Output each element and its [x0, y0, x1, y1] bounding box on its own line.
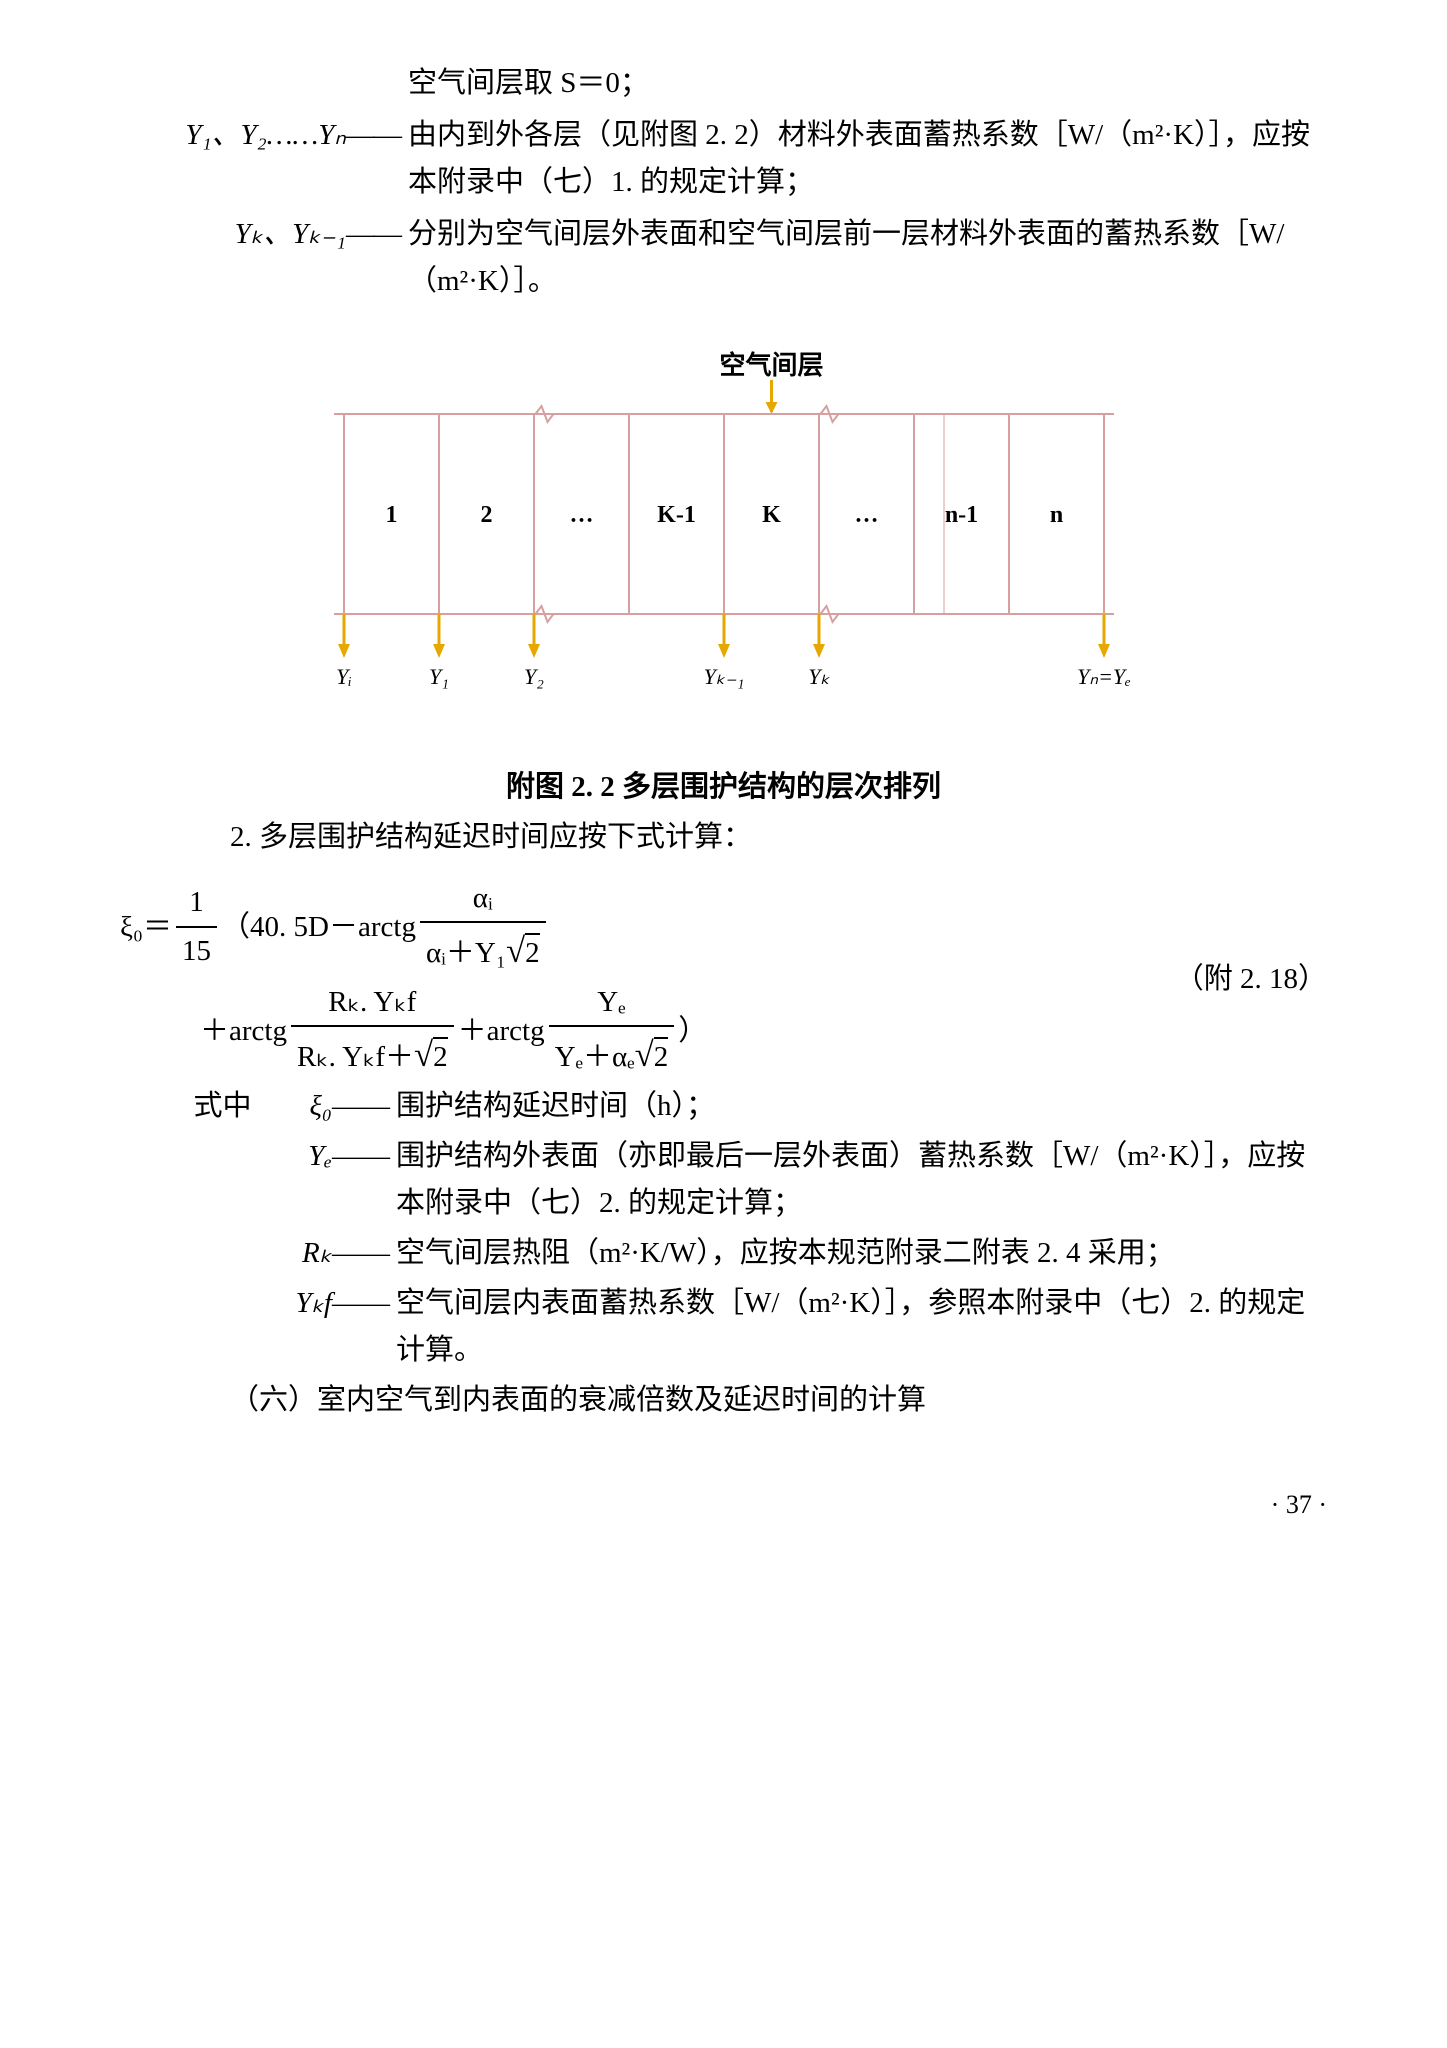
formula-2-18: ξ₀＝ 1 15 （40. 5D－arctg αᵢ αᵢ＋Y₁√2 ＋arctg… — [120, 875, 1327, 1083]
section-2-line: 2. 多层围护结构延迟时间应按下式计算： — [120, 814, 1327, 860]
def1-term-1: Yₖ、Yₖ₋₁—— — [120, 211, 408, 304]
svg-text:n: n — [1049, 502, 1062, 528]
section-6-line: （六）室内空气到内表面的衰减倍数及延迟时间的计算 — [120, 1377, 1327, 1423]
def2-body-1: 围护结构外表面（亦即最后一层外表面）蓄热系数［W/（m²·K）］，应按本附录中（… — [396, 1133, 1327, 1226]
formula-ref: （附 2. 18） — [1147, 956, 1327, 1002]
plus-arctg-2: ＋arctg — [458, 1008, 545, 1054]
svg-text:…: … — [854, 502, 878, 528]
frac2-den-a: αᵢ＋Y₁ — [426, 937, 506, 969]
frac4-num: Yₑ — [549, 979, 675, 1027]
sqrt2-c: 2 — [654, 1037, 669, 1073]
svg-text:…: … — [569, 502, 593, 528]
frac1-num: 1 — [176, 879, 217, 927]
page-number: · 37 · — [120, 1484, 1327, 1526]
frac2-num: αᵢ — [420, 875, 546, 923]
svg-text:空气间层: 空气间层 — [719, 350, 823, 380]
svg-text:1: 1 — [385, 502, 397, 528]
plus-arctg-1: ＋arctg — [200, 1008, 287, 1054]
formula-open: （40. 5D－arctg — [221, 904, 416, 950]
def2-term-1: Yₑ—— — [120, 1133, 396, 1226]
blank-term — [120, 60, 408, 106]
svg-text:Yᵢ: Yᵢ — [336, 664, 352, 689]
formula-lead: ξ₀＝ — [120, 904, 172, 950]
svg-text:K-1: K-1 — [657, 502, 696, 528]
svg-text:K: K — [762, 502, 781, 528]
svg-text:2: 2 — [480, 502, 492, 528]
frac3-num: Rₖ. Yₖf — [291, 979, 454, 1027]
svg-text:Y₁: Y₁ — [429, 664, 449, 689]
def2-body-0: 围护结构延迟时间（h）； — [396, 1083, 1327, 1129]
def1-body-1: 分别为空气间层外表面和空气间层前一层材料外表面的蓄热系数［W/（m²·K）］。 — [408, 211, 1327, 304]
def1-body-0: 由内到外各层（见附图 2. 2）材料外表面蓄热系数［W/（m²·K）］，应按本附… — [408, 112, 1327, 205]
diagram-caption: 附图 2. 2 多层围护结构的层次排列 — [120, 764, 1327, 810]
def2-body-3: 空气间层内表面蓄热系数［W/（m²·K）］，参照本附录中（七）2. 的规定计算。 — [396, 1280, 1327, 1373]
svg-text:Yₖ₋₁: Yₖ₋₁ — [703, 664, 744, 689]
frac3-den-a: Rₖ. Yₖf＋ — [297, 1041, 414, 1073]
sqrt2-a: 2 — [525, 933, 540, 969]
def2-term-3: Yₖf—— — [120, 1280, 396, 1373]
svg-text:Y₂: Y₂ — [524, 664, 544, 689]
def2-term-0: 式中 ξ₀—— — [120, 1083, 396, 1129]
svg-text:Yₖ: Yₖ — [808, 664, 830, 689]
svg-text:n-1: n-1 — [944, 502, 977, 528]
formula-close: ） — [678, 1008, 707, 1054]
diagram-2-2: 空气间层 1 2 … K-1 K … n-1 n Yᵢ Y₁ Y₂ Yₖ₋₁ Yₖ Yₙ=Yₑ — [274, 344, 1174, 724]
sqrt2-b: 2 — [433, 1037, 448, 1073]
svg-text:Yₙ=Yₑ: Yₙ=Yₑ — [1077, 664, 1131, 689]
def2-body-2: 空气间层热阻（m²·K/W），应按本规范附录二附表 2. 4 采用； — [396, 1230, 1327, 1276]
frac4-den-a: Yₑ＋αₑ — [555, 1041, 635, 1073]
def1-term-0: Y₁、Y₂……Yₙ—— — [120, 112, 408, 205]
def2-term-2: Rₖ—— — [120, 1230, 396, 1276]
line-air-s0: 空气间层取 S＝0； — [408, 60, 1327, 106]
frac1-den: 15 — [176, 928, 217, 974]
